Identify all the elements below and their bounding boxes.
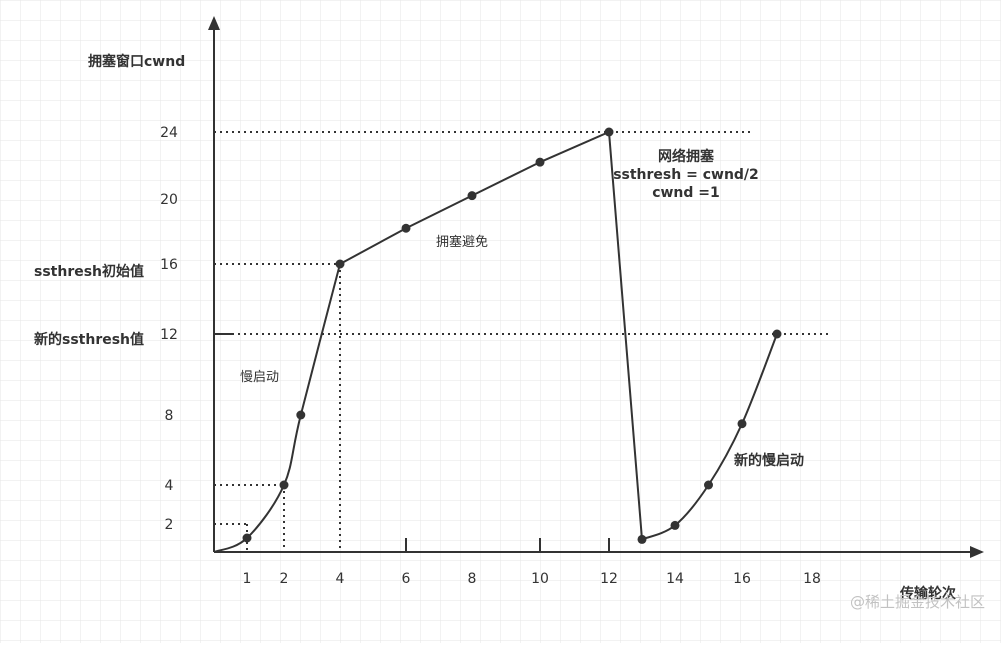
congestion-note-line1: 网络拥塞 [658, 148, 715, 165]
slow-start-label: 慢启动 [240, 369, 279, 385]
cwnd-point [279, 480, 289, 490]
cwnd-point [242, 533, 252, 543]
cwnd-curve [213, 130, 778, 553]
x-tick-label: 4 [336, 571, 345, 587]
ssthresh-new-label: 新的ssthresh值 [34, 331, 144, 348]
cwnd-point [772, 329, 782, 339]
cwnd-point [335, 259, 345, 269]
x-tick-label: 16 [733, 571, 751, 587]
y-axis-arrow [208, 16, 220, 30]
y-tick-label: 24 [160, 125, 178, 141]
y-tick-label: 8 [165, 408, 174, 424]
new-slow-start-label: 新的慢启动 [734, 452, 804, 469]
cwnd-point [401, 223, 411, 233]
congestion-avoidance-label: 拥塞避免 [436, 234, 488, 250]
x-tick-label: 18 [803, 571, 821, 587]
cwnd-point [637, 534, 647, 544]
x-axis-arrow [970, 546, 984, 558]
x-axis-title: 传输轮次 [899, 585, 956, 602]
x-tick-label: 14 [666, 571, 684, 587]
congestion-note-line3: cwnd =1 [652, 185, 720, 201]
y-tick-label: 12 [160, 327, 178, 343]
cwnd-point [670, 520, 680, 530]
x-tick-label: 1 [243, 571, 252, 587]
y-tick-label: 16 [160, 257, 178, 273]
x-tick-label: 6 [402, 571, 411, 587]
cwnd-point [704, 480, 713, 490]
cwnd-point [467, 191, 477, 201]
y-tick-label: 20 [160, 192, 178, 208]
cwnd-point [535, 157, 545, 167]
y-tick-label: 4 [165, 478, 174, 494]
y-axis-title: 拥塞窗口cwnd [88, 53, 185, 70]
x-tick-label: 12 [600, 571, 618, 587]
watermark: @稀土掘金技术社区 [850, 593, 985, 611]
x-tick-label: 2 [280, 571, 289, 587]
cwnd-point [737, 419, 747, 429]
congestion-note-line2: ssthresh = cwnd/2 [613, 167, 759, 183]
cwnd-point [296, 410, 306, 420]
cwnd-point [604, 127, 614, 137]
x-tick-label: 8 [468, 571, 477, 587]
x-tick-label: 10 [531, 571, 549, 587]
ssthresh-initial-label: ssthresh初始值 [34, 263, 144, 280]
y-tick-label: 2 [165, 517, 174, 533]
